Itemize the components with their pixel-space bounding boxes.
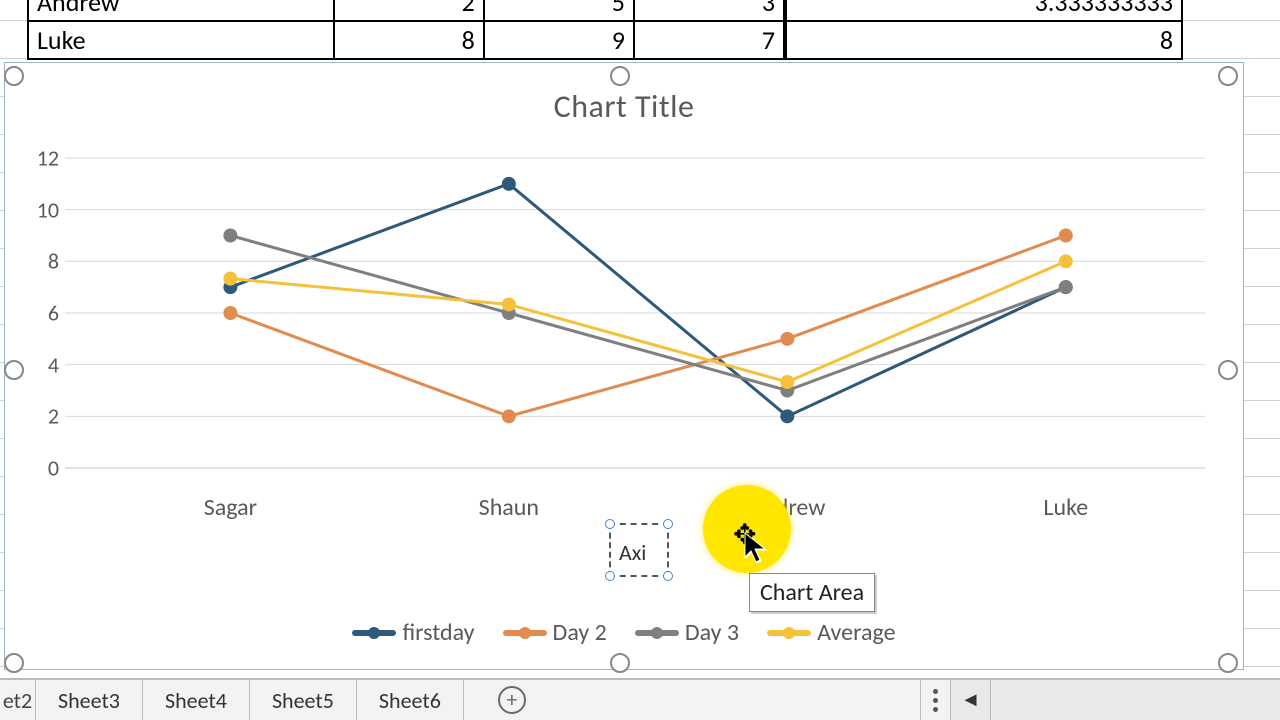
legend-swatch <box>767 630 811 636</box>
selection-handle[interactable] <box>4 653 24 673</box>
cell-d1[interactable]: 8 <box>334 21 484 59</box>
series-marker[interactable] <box>1059 280 1073 294</box>
series-marker[interactable] <box>780 409 794 423</box>
sheet-tab[interactable]: Sheet6 <box>357 680 464 720</box>
series-marker[interactable] <box>502 409 516 423</box>
series-marker[interactable] <box>223 229 237 243</box>
cell-d3[interactable]: 3 <box>634 0 784 21</box>
series-marker[interactable] <box>1059 254 1073 268</box>
table-row: Andrew 2 5 3 <box>28 0 784 21</box>
series-marker[interactable] <box>780 375 794 389</box>
legend-item[interactable]: firstday <box>352 618 474 647</box>
legend-label: Average <box>817 618 895 647</box>
sheet-tab[interactable]: Sheet5 <box>250 680 357 720</box>
selection-handle[interactable] <box>1218 360 1238 380</box>
series-marker[interactable] <box>502 177 516 191</box>
sheet-tab-strip: et2 Sheet3Sheet4Sheet5Sheet6 + ◄ <box>0 678 1280 720</box>
sheet-tab[interactable]: Sheet3 <box>36 680 143 720</box>
selection-handle[interactable] <box>1218 66 1238 86</box>
chart-legend[interactable]: firstday Day 2 Day 3 Average <box>5 618 1243 647</box>
sheet-tab-partial[interactable]: et2 <box>0 680 36 720</box>
chart-plot-area[interactable] <box>35 158 1205 508</box>
tab-overflow-icon[interactable] <box>920 680 950 720</box>
cell-d2[interactable]: 9 <box>484 21 634 59</box>
selection-handle[interactable] <box>4 360 24 380</box>
selection-handle[interactable] <box>4 66 24 86</box>
series-marker[interactable] <box>223 272 237 286</box>
sheet-tab[interactable]: Sheet4 <box>143 680 250 720</box>
cell-name[interactable]: Luke <box>28 21 334 59</box>
legend-label: Day 2 <box>553 618 607 647</box>
selection-handle[interactable] <box>610 66 630 86</box>
chart-object[interactable]: Chart Title 024681012 SagarShaunAndrewLu… <box>4 62 1244 670</box>
legend-item[interactable]: Average <box>767 618 895 647</box>
arrow-cursor-icon <box>743 531 769 570</box>
legend-item[interactable]: Day 2 <box>503 618 607 647</box>
selection-handle[interactable] <box>1218 653 1238 673</box>
cell-d1[interactable]: 2 <box>334 0 484 21</box>
category-label: Shaun <box>479 493 539 522</box>
scroll-left-icon[interactable]: ◄ <box>950 680 990 720</box>
category-label: Sagar <box>204 493 257 522</box>
series-marker[interactable] <box>223 306 237 320</box>
cell-avg[interactable]: 8 <box>786 21 1182 59</box>
series-marker[interactable] <box>502 297 516 311</box>
cell-d2[interactable]: 5 <box>484 0 634 21</box>
series-marker[interactable] <box>780 332 794 346</box>
chart-tooltip: Chart Area <box>749 573 875 612</box>
series-line[interactable] <box>230 184 1065 417</box>
series-marker[interactable] <box>1059 229 1073 243</box>
series-line[interactable] <box>230 236 1065 417</box>
axis-title-text[interactable]: Axi <box>619 539 646 566</box>
add-sheet-button[interactable]: + <box>488 680 536 720</box>
horizontal-scrollbar[interactable] <box>990 680 1280 720</box>
table-row: Luke 8 9 7 <box>28 21 784 59</box>
cell-name[interactable]: Andrew <box>28 0 334 21</box>
legend-item[interactable]: Day 3 <box>635 618 739 647</box>
data-table-fragment: Andrew 2 5 3 Luke 8 9 7 <box>27 0 785 60</box>
cell-avg[interactable]: 3.333333333 <box>786 0 1182 21</box>
series-line[interactable] <box>230 261 1065 382</box>
legend-swatch <box>352 630 396 636</box>
category-label: Luke <box>1043 493 1088 522</box>
cell-d3[interactable]: 7 <box>634 21 784 59</box>
axis-title-textbox[interactable]: Axi <box>609 523 669 577</box>
data-table-avg-fragment: 3.333333333 8 <box>785 0 1183 60</box>
legend-swatch <box>503 630 547 636</box>
legend-label: Day 3 <box>685 618 739 647</box>
legend-label: firstday <box>402 618 474 647</box>
legend-swatch <box>635 630 679 636</box>
selection-handle[interactable] <box>610 653 630 673</box>
chart-title[interactable]: Chart Title <box>5 87 1243 126</box>
